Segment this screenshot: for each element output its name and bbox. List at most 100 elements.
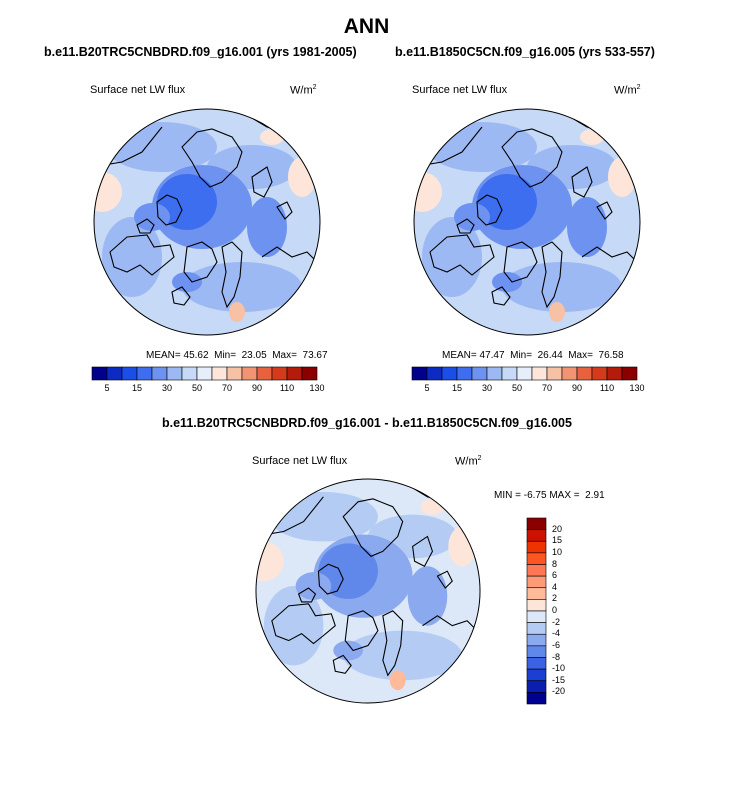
colorbar-swatch [591, 366, 608, 381]
coastline [109, 234, 175, 276]
coastline [156, 194, 183, 226]
colorbar-swatch [456, 366, 473, 381]
colorbar-tick-label: 110 [599, 383, 615, 393]
colorbar-tick-label: 6 [552, 570, 558, 581]
colorbar-tick-label: 130 [629, 383, 645, 393]
field-region [157, 174, 217, 230]
panel2-polar-map [413, 108, 641, 336]
colorbar-swatch [226, 366, 243, 381]
colorbar-swatch [91, 366, 108, 381]
field-region [549, 302, 565, 322]
colorbar-tick-label: -2 [552, 616, 561, 627]
coastline [596, 201, 613, 220]
coastline [429, 234, 495, 276]
colorbar-swatch [286, 366, 303, 381]
panel1-stats: MEAN= 45.62 Min= 23.05 Max= 73.67 [146, 350, 328, 361]
field-region [333, 640, 364, 661]
field-region [247, 197, 287, 257]
colorbar-tick-label: 110 [279, 383, 295, 393]
panel2-units-label: W/m2 [614, 84, 641, 97]
panel2-colorbar [411, 366, 638, 381]
colorbar-swatch [526, 517, 547, 530]
colorbar-swatch [411, 366, 428, 381]
coastline [412, 535, 434, 567]
colorbar-tick-label: 30 [481, 383, 492, 393]
coastline [261, 246, 320, 268]
field-region [608, 157, 636, 197]
colorbar-swatch [181, 366, 198, 381]
colorbar-swatch [501, 366, 518, 381]
colorbar-swatch [166, 366, 183, 381]
colorbar-tick-label: 70 [541, 383, 552, 393]
map-boundary [255, 478, 481, 704]
colorbar-tick-label: 30 [161, 383, 172, 393]
colorbar-tick-label: 4 [552, 581, 558, 592]
field-region [477, 174, 537, 230]
colorbar-tick-label: 90 [251, 383, 262, 393]
diff-units-label: W/m2 [455, 455, 482, 468]
colorbar-swatch [526, 529, 547, 542]
colorbar-tick-label: -15 [552, 674, 566, 685]
colorbar-tick-label: 50 [191, 383, 202, 393]
colorbar-swatch [621, 366, 638, 381]
colorbar-tick-label: 15 [131, 383, 142, 393]
colorbar-swatch [256, 366, 273, 381]
field-region [420, 498, 445, 515]
panel1-case-title: b.e11.B20TRC5CNBDRD.f09_g16.001 (yrs 198… [44, 45, 357, 59]
coastline [251, 166, 273, 198]
field-region [182, 262, 302, 312]
coastline [581, 246, 640, 268]
panel1-polar-map [93, 108, 321, 336]
diff-colorbar [526, 517, 547, 705]
colorbar-swatch [196, 366, 213, 381]
coastline [221, 241, 243, 309]
coastline [183, 241, 218, 283]
colorbar-swatch [121, 366, 138, 381]
colorbar-tick-label: 10 [552, 546, 563, 557]
field-region [107, 122, 217, 172]
field-region [268, 491, 378, 542]
colorbar-tick-label: -6 [552, 639, 561, 650]
field-region [343, 630, 463, 681]
field-region [454, 203, 490, 231]
map-boundary [93, 108, 321, 336]
field-region [102, 217, 162, 297]
panel1-units-label: W/m2 [290, 84, 317, 97]
field-region [427, 122, 537, 172]
field-region [263, 586, 324, 666]
colorbar-swatch [526, 564, 547, 577]
panel2-stats: MEAN= 47.47 Min= 26.44 Max= 76.58 [442, 350, 624, 361]
colorbar-tick-label: 0 [552, 605, 558, 615]
panel1-colorbar [91, 366, 318, 381]
coastline [297, 587, 317, 603]
colorbar-swatch [301, 366, 318, 381]
colorbar-swatch [241, 366, 258, 381]
colorbar-swatch [526, 599, 547, 612]
coastline [171, 286, 191, 306]
colorbar-swatch [561, 366, 578, 381]
colorbar-tick-label: -8 [552, 651, 561, 662]
colorbar-swatch [486, 366, 503, 381]
coastline [422, 615, 481, 636]
colorbar-swatch [106, 366, 123, 381]
colorbar-tick-label: 15 [552, 535, 563, 546]
colorbar-swatch [211, 366, 228, 381]
colorbar-tick-label: 90 [571, 383, 582, 393]
colorbar-tick-label: 50 [511, 383, 522, 393]
colorbar-swatch [531, 366, 548, 381]
field-region [172, 272, 202, 292]
coastline [317, 563, 344, 595]
field-region [407, 566, 448, 626]
coastline [181, 128, 243, 188]
coastline [571, 166, 593, 198]
field-region [318, 543, 378, 599]
coastline [276, 201, 293, 220]
colorbar-swatch [576, 366, 593, 381]
coastline [436, 570, 453, 589]
colorbar-swatch [526, 622, 547, 635]
colorbar-tick-label: 2 [552, 593, 558, 604]
colorbar-swatch [526, 692, 547, 705]
colorbar-swatch [526, 645, 547, 658]
coastline [136, 218, 155, 234]
colorbar-swatch [526, 587, 547, 600]
